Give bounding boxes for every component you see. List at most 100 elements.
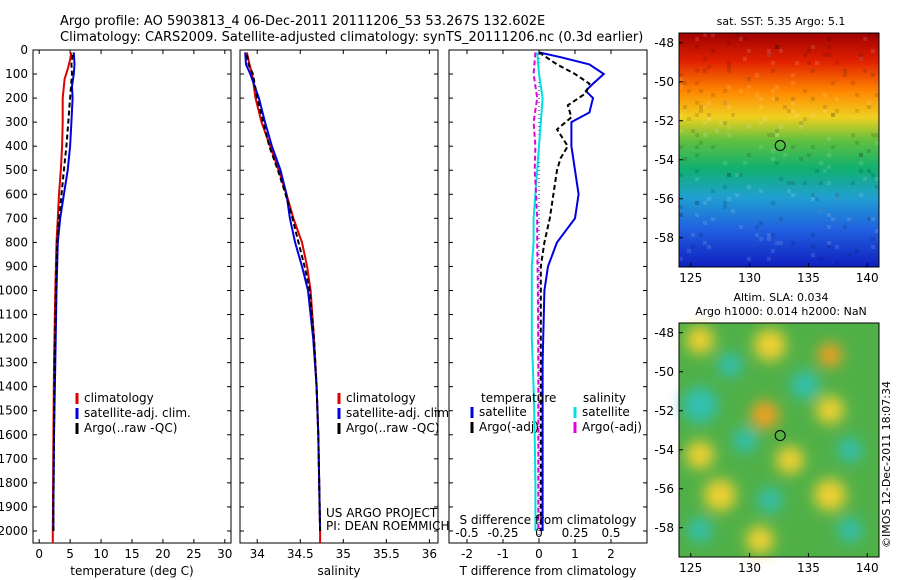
sla-blob — [733, 428, 757, 452]
legend-label: satellite — [582, 405, 630, 419]
sst-pixel — [875, 185, 879, 189]
sla-blob — [682, 387, 718, 423]
sst-pixel — [695, 201, 699, 205]
s-tick-label: -0.5 — [455, 526, 478, 540]
sst-map-axes: 125 130 135 140 -48 -50 -52 -54 -56 -58 — [654, 36, 878, 285]
sst-pixel — [803, 53, 807, 57]
sst-pixel — [707, 65, 711, 69]
sst-pixel — [759, 145, 763, 149]
s-difference-x-axis: -0.5 -0.25 0 0.25 0.5 — [455, 526, 620, 540]
sst-pixel — [695, 81, 699, 85]
sst-pixel — [771, 97, 775, 101]
y-tick-label: 700 — [5, 211, 28, 225]
sst-pixel — [775, 85, 779, 89]
sst-pixel — [779, 49, 783, 53]
map-y-tick-label: -58 — [654, 231, 674, 245]
sst-pixel — [699, 109, 703, 113]
sst-pixel — [723, 121, 727, 125]
x-tick-label: 30 — [217, 547, 232, 561]
sst-pixel — [867, 149, 871, 153]
sst-pixel — [775, 45, 779, 49]
sst-pixel — [711, 217, 715, 221]
sst-pixel — [847, 217, 851, 221]
sst-pixel — [695, 213, 699, 217]
sst-pixel — [731, 113, 735, 117]
sst-pixel — [775, 133, 779, 137]
sst-pixel — [747, 49, 751, 53]
pi-annotation: PI: DEAN ROEMMICH — [326, 519, 449, 533]
sst-pixel — [699, 105, 703, 109]
sst-pixel — [767, 233, 771, 237]
sst-pixel — [811, 69, 815, 73]
sst-pixel — [723, 89, 727, 93]
sst-pixel — [775, 133, 779, 137]
sst-pixel — [819, 181, 823, 185]
sst-pixel — [727, 61, 731, 65]
y-tick-label: 200 — [5, 91, 28, 105]
sla-blob — [816, 396, 844, 424]
sla-blob — [776, 446, 804, 474]
sst-pixel — [695, 37, 699, 41]
sst-pixel — [787, 109, 791, 113]
sst-pixel — [835, 245, 839, 249]
sst-pixel — [695, 153, 699, 157]
sst-pixel — [699, 233, 703, 237]
y-tick-label: 2000 — [0, 524, 28, 538]
sst-pixel — [871, 217, 875, 221]
sst-pixel — [871, 245, 875, 249]
legend-label: satellite-adj. clim. — [84, 406, 191, 420]
sst-pixel — [759, 105, 763, 109]
sst-pixel — [811, 233, 815, 237]
sst-pixel — [803, 181, 807, 185]
sst-pixel — [679, 213, 683, 217]
sst-pixel — [875, 177, 879, 181]
sst-pixel — [867, 101, 871, 105]
sst-pixel — [803, 89, 807, 93]
map-y-tick-label: -54 — [654, 153, 674, 167]
sst-pixel — [747, 85, 751, 89]
y-tick-label: 1400 — [0, 380, 28, 394]
s-tick-label: 0 — [535, 526, 543, 540]
y-tick-label: 1900 — [0, 500, 28, 514]
sst-pixel — [679, 213, 683, 217]
sst-pixel — [775, 45, 779, 49]
sst-pixel — [819, 209, 823, 213]
sst-pixel — [827, 37, 831, 41]
sst-pixel — [851, 133, 855, 137]
sst-pixel — [759, 189, 763, 193]
y-tick-label: 1100 — [0, 308, 28, 322]
sst-map-frame — [678, 32, 880, 268]
sst-pixel — [727, 197, 731, 201]
sst-pixel — [743, 57, 747, 61]
figure-title-line2: Climatology: CARS2009. Satellite-adjuste… — [60, 30, 643, 45]
y-tick-label: 1600 — [0, 428, 28, 442]
difference-axes-box — [448, 49, 648, 544]
sst-pixel — [755, 73, 759, 77]
sst-pixel — [691, 129, 695, 133]
sst-pixel — [699, 89, 703, 93]
sst-pixel — [703, 105, 707, 109]
sst-pixel — [783, 153, 787, 157]
sst-pixel — [679, 77, 683, 81]
sst-pixel — [707, 117, 711, 121]
sst-pixel — [787, 189, 791, 193]
sla-blob — [751, 401, 779, 429]
sst-pixel — [735, 33, 739, 37]
x-tick-label: 34 — [250, 547, 265, 561]
sst-pixel — [855, 249, 859, 253]
salinity-x-label: salinity — [317, 564, 360, 578]
legend-label: Argo(..raw -QC) — [84, 421, 177, 435]
sst-pixel — [679, 129, 683, 133]
sst-pixel — [775, 45, 779, 49]
x-tick-label: 36 — [422, 547, 437, 561]
sst-pixel — [803, 117, 807, 121]
sst-pixel — [807, 49, 811, 53]
sst-pixel — [683, 157, 687, 161]
sst-pixel — [695, 201, 699, 205]
sst-pixel — [859, 57, 863, 61]
sst-pixel — [819, 209, 823, 213]
sst-pixel — [811, 193, 815, 197]
sst-pixel — [807, 61, 811, 65]
sst-pixel — [707, 101, 711, 105]
sst-pixel — [723, 161, 727, 165]
